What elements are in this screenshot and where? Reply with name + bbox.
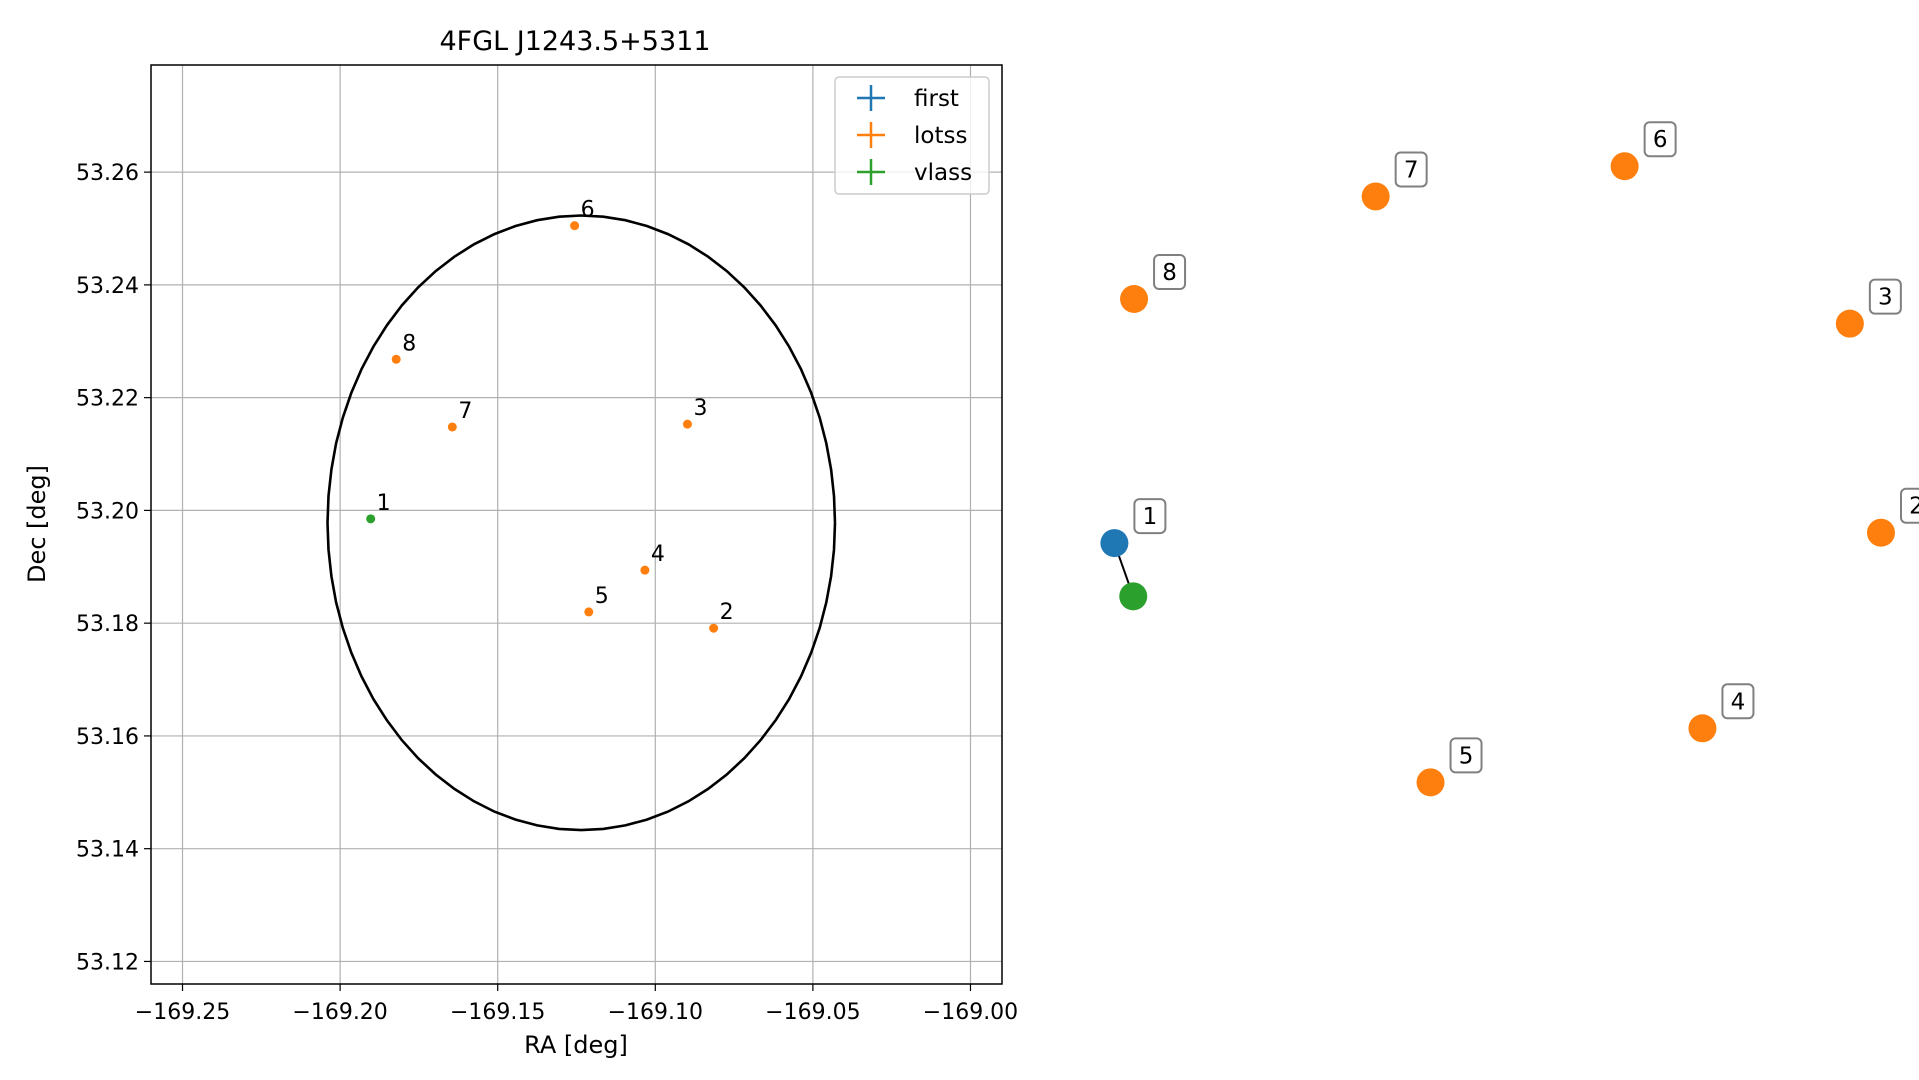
point-label: 3 — [693, 396, 707, 421]
point-label: 5 — [595, 584, 609, 609]
x-tick-label: −169.15 — [450, 1000, 545, 1025]
y-tick-label: 53.18 — [76, 612, 139, 637]
scatter-points: 2 3 4 5 6 7 8 1 — [366, 198, 734, 633]
y-tick-label: 53.26 — [76, 161, 139, 186]
point-label: 8 — [402, 331, 416, 356]
match-point-lotss — [1416, 768, 1445, 797]
match-label: 5 — [1459, 743, 1474, 769]
x-tick-label: −169.05 — [765, 1000, 860, 1025]
x-tick-label: −169.25 — [135, 1000, 230, 1025]
match-point-lotss — [1361, 182, 1390, 211]
match-label: 7 — [1404, 157, 1419, 183]
source-point-lotss — [709, 623, 719, 633]
match-label-box — [1133, 498, 1167, 535]
ellipse-outline — [326, 214, 837, 832]
match-point-lotss — [1835, 309, 1864, 338]
source-point-vlass — [366, 514, 376, 524]
match-label-box — [1153, 254, 1187, 290]
legend: first lotss vlass — [834, 76, 990, 195]
source-point-lotss — [584, 607, 594, 617]
match-diagram: 1 2 3 4 5 6 7 8 — [1100, 121, 1919, 797]
match-label: 1 — [1143, 504, 1158, 530]
match-point-lotss — [1688, 714, 1717, 743]
source-point-lotss — [391, 354, 401, 364]
grid — [151, 65, 1002, 984]
localization-ellipse — [326, 214, 837, 832]
match-label: 2 — [1909, 494, 1919, 520]
x-tick-label: −169.10 — [608, 1000, 703, 1025]
point-label: 1 — [377, 491, 391, 516]
legend-label-vlass: vlass — [914, 160, 972, 186]
match-label-box — [1899, 487, 1919, 524]
match-point-first — [1100, 529, 1129, 558]
x-tick-label: −169.20 — [292, 1000, 387, 1025]
y-tick-label: 53.16 — [76, 725, 139, 750]
source-point-lotss — [447, 422, 457, 432]
chart-title: 4FGL J1243.5+5311 — [439, 26, 710, 57]
match-label-box — [1449, 737, 1483, 774]
y-tick-label: 53.22 — [76, 387, 139, 412]
y-ticks: 53.12 53.14 53.16 53.18 53.20 53.22 53.24 53.26 — [76, 161, 151, 975]
y-tick-label: 53.24 — [76, 274, 139, 299]
match-point-lotss — [1120, 285, 1149, 313]
y-tick-label: 53.12 — [76, 950, 139, 975]
x-tick-label: −169.00 — [923, 1000, 1018, 1025]
point-label: 4 — [651, 542, 665, 567]
match-label-box — [1868, 278, 1902, 315]
match-point-vlass — [1119, 582, 1148, 611]
legend-label-lotss: lotss — [914, 123, 967, 149]
match-point-lotss — [1610, 152, 1639, 181]
match-label: 4 — [1731, 689, 1746, 715]
axes-frame — [150, 64, 1003, 985]
point-label: 6 — [581, 198, 595, 223]
match-label-box — [1394, 151, 1428, 188]
match-point-lotss — [1866, 518, 1895, 547]
y-tick-label: 53.14 — [76, 838, 139, 863]
x-axis-label: RA [deg] — [524, 1031, 628, 1059]
y-tick-label: 53.20 — [76, 499, 139, 524]
legend-box — [834, 76, 990, 195]
match-label: 6 — [1653, 127, 1668, 153]
match-label: 3 — [1878, 285, 1893, 311]
source-point-lotss — [640, 565, 650, 575]
match-label-box — [1643, 121, 1677, 158]
point-label: 7 — [458, 399, 472, 424]
match-label-box — [1721, 683, 1755, 720]
y-axis-label: Dec [deg] — [23, 465, 51, 583]
match-label: 8 — [1162, 260, 1177, 286]
source-point-lotss — [682, 419, 692, 429]
source-point-lotss — [570, 221, 580, 231]
x-ticks: −169.25 −169.20 −169.15 −169.10 −169.05 −169.… — [135, 984, 1018, 1025]
legend-label-first: first — [914, 86, 959, 112]
point-label: 2 — [720, 600, 734, 625]
